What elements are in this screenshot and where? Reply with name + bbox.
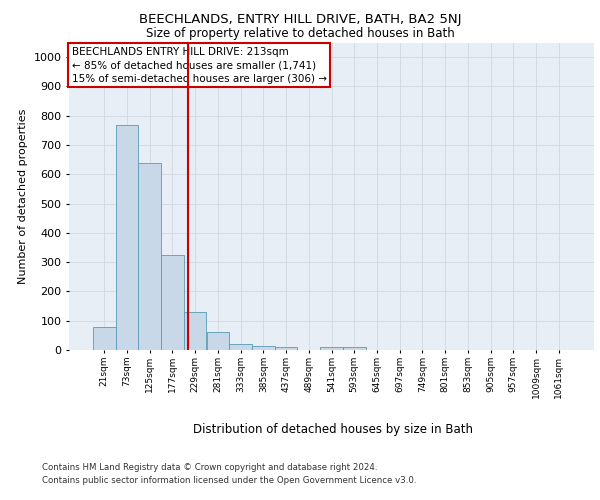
Bar bbox=[343, 347, 365, 350]
Bar bbox=[229, 344, 252, 350]
Bar bbox=[116, 124, 139, 350]
Text: BEECHLANDS, ENTRY HILL DRIVE, BATH, BA2 5NJ: BEECHLANDS, ENTRY HILL DRIVE, BATH, BA2 … bbox=[139, 12, 461, 26]
Text: Contains public sector information licensed under the Open Government Licence v3: Contains public sector information licen… bbox=[42, 476, 416, 485]
Text: Contains HM Land Registry data © Crown copyright and database right 2024.: Contains HM Land Registry data © Crown c… bbox=[42, 462, 377, 471]
Text: BEECHLANDS ENTRY HILL DRIVE: 213sqm
← 85% of detached houses are smaller (1,741): BEECHLANDS ENTRY HILL DRIVE: 213sqm ← 85… bbox=[71, 47, 326, 84]
Bar bbox=[93, 326, 116, 350]
Text: Distribution of detached houses by size in Bath: Distribution of detached houses by size … bbox=[193, 422, 473, 436]
Bar bbox=[206, 332, 229, 350]
Text: Size of property relative to detached houses in Bath: Size of property relative to detached ho… bbox=[146, 28, 454, 40]
Bar bbox=[139, 162, 161, 350]
Y-axis label: Number of detached properties: Number of detached properties bbox=[18, 108, 28, 284]
Bar bbox=[320, 347, 343, 350]
Bar bbox=[275, 347, 298, 350]
Bar bbox=[161, 255, 184, 350]
Bar bbox=[184, 312, 206, 350]
Bar bbox=[252, 346, 275, 350]
